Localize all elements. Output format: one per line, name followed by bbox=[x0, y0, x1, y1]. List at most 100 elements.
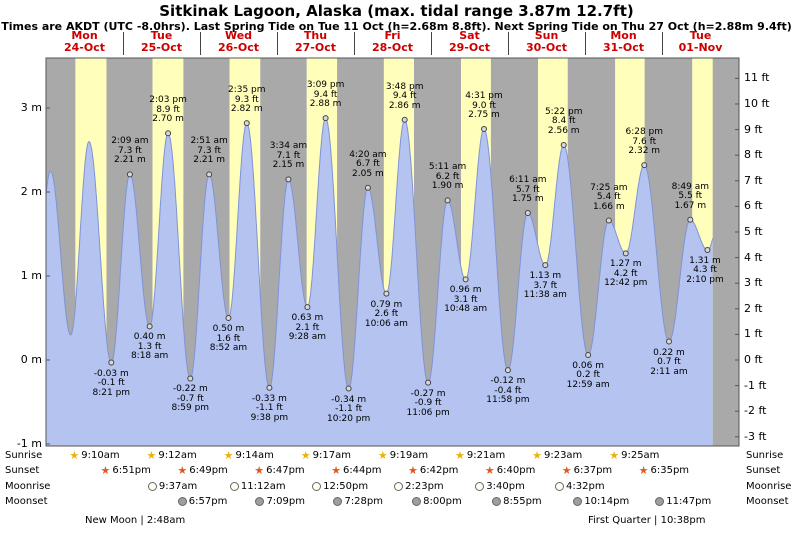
sunrise-time: 9:23am bbox=[543, 450, 583, 461]
annotation-line: 1.31 m bbox=[689, 255, 721, 266]
sunset-star-icon: ★ bbox=[638, 464, 649, 477]
annotation-line: 4.3 ft bbox=[693, 265, 717, 276]
sunset-entry: ★ 6:35pm bbox=[639, 465, 689, 476]
y-axis-label-ft: 3 ft bbox=[744, 276, 763, 290]
annotation-line: 4:31 pm bbox=[465, 91, 503, 101]
y-axis-label-m: -1 m bbox=[16, 437, 42, 450]
moonrise-entry: 3:40pm bbox=[475, 481, 525, 492]
new-moon-note: New Moon | 2:48am bbox=[85, 515, 186, 526]
moonset-moon-icon bbox=[412, 497, 422, 506]
annotation-line: 9.4 ft bbox=[313, 89, 338, 100]
tide-high-annotation: 3:34 am 7.1 ft 2.15 m bbox=[270, 142, 307, 171]
annotation-line: 7.3 ft bbox=[197, 145, 221, 156]
tide-low-annotation: -0.27 m -0.9 ft 11:06 pm bbox=[406, 389, 449, 419]
annotation-line: 1.90 m bbox=[431, 181, 464, 192]
y-axis-label-ft: 2 ft bbox=[744, 301, 763, 315]
tide-low-annotation: 1.31 m 4.3 ft 2:10 pm bbox=[686, 255, 724, 286]
sunset-entry: ★ 6:42pm bbox=[408, 465, 458, 476]
annotation-line: 6.7 ft bbox=[356, 159, 380, 170]
tide-low-annotation: 0.63 m 2.1 ft 9:28 am bbox=[289, 314, 326, 343]
sunset-time: 6:51pm bbox=[112, 465, 151, 476]
annotation-line: 7.3 ft bbox=[118, 145, 142, 156]
annotation-line: 3:48 pm bbox=[385, 81, 424, 92]
annotation-line: 2:09 am bbox=[111, 136, 149, 147]
moonset-entry: 8:55pm bbox=[492, 496, 542, 507]
annotation-line: 1.3 ft bbox=[137, 341, 162, 352]
tide-curve bbox=[45, 117, 714, 389]
tide-low-marker bbox=[146, 323, 153, 330]
tide-low-marker bbox=[187, 375, 194, 382]
moonset-entry: 11:47pm bbox=[655, 496, 711, 507]
tide-high-annotation: 6:28 pm 7.6 ft 2.32 m bbox=[625, 128, 663, 157]
annotation-line: 1.27 m bbox=[609, 259, 642, 270]
annotation-line: 8:21 pm bbox=[92, 387, 131, 398]
sunrise-entry: ★ 9:19am bbox=[378, 450, 428, 461]
sunrise-time: 9:19am bbox=[389, 450, 429, 461]
sunset-star-icon: ★ bbox=[331, 464, 341, 477]
tide-low-marker bbox=[622, 250, 629, 257]
tide-high-annotation: 5:22 pm 8.4 ft 2.56 m bbox=[545, 107, 583, 137]
moonset-row-label-right: Moonset bbox=[746, 496, 789, 507]
moonrise-moon-icon bbox=[312, 482, 322, 491]
sunrise-time: 9:25am bbox=[621, 450, 660, 461]
tide-high-marker bbox=[641, 162, 648, 169]
tide-low-marker bbox=[266, 384, 273, 391]
y-axis-label-ft: 8 ft bbox=[744, 148, 763, 162]
annotation-line: -1.1 ft bbox=[335, 404, 363, 415]
annotation-line: -0.03 m bbox=[93, 368, 129, 379]
annotation-line: 1.66 m bbox=[592, 201, 625, 212]
sunrise-star-icon: ★ bbox=[69, 449, 80, 462]
tide-low-marker bbox=[585, 351, 592, 358]
day-label: Sat 29-Oct bbox=[449, 30, 490, 54]
tide-low-marker bbox=[542, 262, 549, 269]
annotation-line: 11:38 am bbox=[523, 290, 567, 301]
tide-high-annotation: 2:51 am 7.3 ft 2.21 m bbox=[190, 137, 227, 166]
tide-low-annotation: 0.22 m 0.7 ft 2:11 am bbox=[650, 348, 687, 378]
annotation-line: 2.1 ft bbox=[295, 322, 320, 333]
annotation-line: 2.6 ft bbox=[374, 309, 399, 320]
moonrise-moon-icon bbox=[394, 482, 404, 491]
annotation-line: 2:03 pm bbox=[149, 95, 187, 106]
day-weekday: Mon bbox=[610, 29, 637, 42]
tide-low-marker bbox=[462, 276, 469, 283]
moonrise-time: 11:12am bbox=[240, 481, 286, 492]
day-separator bbox=[200, 32, 201, 55]
moonrise-time: 12:50pm bbox=[323, 481, 369, 492]
sunrise-time: 9:12am bbox=[158, 450, 197, 461]
sunrise-star-icon: ★ bbox=[223, 449, 234, 462]
day-label: Tue 25-Oct bbox=[141, 30, 182, 54]
annotation-line: -0.1 ft bbox=[97, 378, 125, 389]
annotation-line: 7.6 ft bbox=[632, 136, 657, 147]
annotation-line: 7.1 ft bbox=[276, 150, 301, 161]
annotation-line: 2.21 m bbox=[193, 155, 225, 166]
moonset-moon-icon bbox=[255, 497, 265, 506]
annotation-line: 8.9 ft bbox=[156, 104, 180, 115]
annotation-line: 4:20 am bbox=[349, 149, 387, 160]
moonrise-moon-icon bbox=[555, 482, 565, 491]
tide-high-marker bbox=[444, 197, 451, 204]
annotation-line: 8:59 pm bbox=[171, 403, 210, 414]
moonset-entry: 8:00pm bbox=[412, 496, 462, 507]
tide-high-marker bbox=[322, 115, 329, 122]
tide-high-marker bbox=[126, 171, 133, 178]
tide-high-annotation: 3:09 pm 9.4 ft 2.88 m bbox=[307, 81, 345, 110]
annotation-line: 6:11 am bbox=[509, 175, 547, 185]
tide-high-marker bbox=[165, 130, 172, 137]
annotation-line: 10:48 am bbox=[444, 304, 488, 315]
tide-low-annotation: 0.79 m 2.6 ft 10:06 am bbox=[365, 300, 408, 330]
y-axis-label-ft: 6 ft bbox=[744, 199, 763, 213]
moonset-row-label-left: Moonset bbox=[5, 496, 48, 507]
tide-low-annotation: -0.12 m -0.4 ft 11:58 pm bbox=[486, 377, 529, 406]
first-quarter-note: First Quarter | 10:38pm bbox=[588, 515, 706, 526]
day-date: 26-Oct bbox=[217, 41, 260, 54]
tide-low-annotation: -0.33 m -1.1 ft 9:38 pm bbox=[251, 394, 289, 424]
day-date: 30-Oct bbox=[525, 41, 568, 54]
sunrise-entry: ★ 9:12am bbox=[147, 450, 197, 461]
day-date: 01-Nov bbox=[678, 41, 723, 54]
sunset-entry: ★ 6:49pm bbox=[177, 465, 227, 476]
sunrise-star-icon: ★ bbox=[532, 449, 542, 462]
moonset-time: 11:47pm bbox=[666, 496, 712, 507]
sunrise-row-label-left: Sunrise bbox=[5, 450, 43, 461]
moonset-entry: 7:09pm bbox=[255, 496, 305, 507]
